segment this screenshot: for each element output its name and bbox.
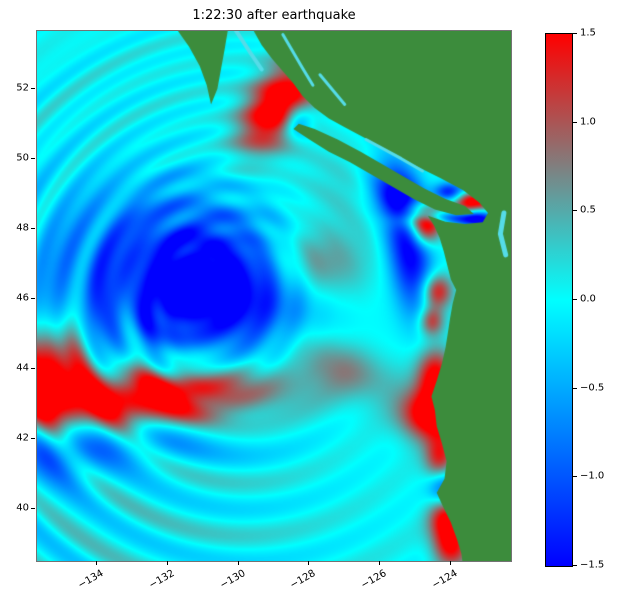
y-axis-tick <box>31 227 35 229</box>
colorbar-tick-label: 1.5 <box>580 27 596 39</box>
x-axis-tick <box>379 561 381 565</box>
colorbar-tick-label: −1.5 <box>580 559 605 571</box>
y-axis-tick <box>31 367 35 369</box>
colorbar-tick-label: 0.0 <box>580 293 596 305</box>
colorbar-tick-label: −1.0 <box>580 470 605 482</box>
x-axis-tick-label: −128 <box>288 568 318 592</box>
x-axis-tick-label: −124 <box>430 568 460 592</box>
y-axis-tick <box>31 437 35 439</box>
y-axis-tick-label: 40 <box>16 502 29 514</box>
x-axis-tick <box>166 561 168 565</box>
colorbar-tick <box>573 565 577 566</box>
x-axis-tick <box>449 561 451 565</box>
colorbar <box>545 33 573 567</box>
colorbar-tick-label: −0.5 <box>580 382 605 394</box>
y-axis-tick-label: 48 <box>16 222 29 234</box>
colorbar-tick <box>573 121 577 123</box>
y-axis-tick <box>31 507 35 509</box>
y-axis-tick-label: 46 <box>16 292 29 304</box>
y-axis-tick <box>31 297 35 299</box>
colorbar-tick-label: 0.5 <box>580 204 596 216</box>
x-axis-tick-label: −130 <box>217 568 248 592</box>
colorbar-tick-label: 1.0 <box>580 116 596 128</box>
y-axis-tick-label: 52 <box>16 82 29 94</box>
plot-title: 1:22:30 after earthquake <box>192 8 356 23</box>
y-axis-tick-label: 50 <box>16 152 29 164</box>
colorbar-tick <box>573 387 577 389</box>
y-axis-tick <box>31 157 35 159</box>
x-axis-tick <box>308 561 310 565</box>
colorbar-tick <box>573 210 577 212</box>
colorbar-tick <box>573 299 577 300</box>
y-axis-tick <box>31 87 35 89</box>
x-axis-tick-label: −134 <box>76 568 106 592</box>
x-axis-tick <box>237 561 239 565</box>
colorbar-tick <box>573 476 577 478</box>
y-axis-tick-label: 42 <box>16 432 29 444</box>
tsunami-map-plot <box>36 30 512 562</box>
tsunami-field-canvas <box>37 31 511 561</box>
colorbar-tick <box>573 33 577 34</box>
x-axis-tick-label: −126 <box>359 568 389 592</box>
y-axis-tick-label: 44 <box>16 362 29 374</box>
x-axis-tick <box>96 561 98 565</box>
x-axis-tick-label: −132 <box>147 568 177 592</box>
